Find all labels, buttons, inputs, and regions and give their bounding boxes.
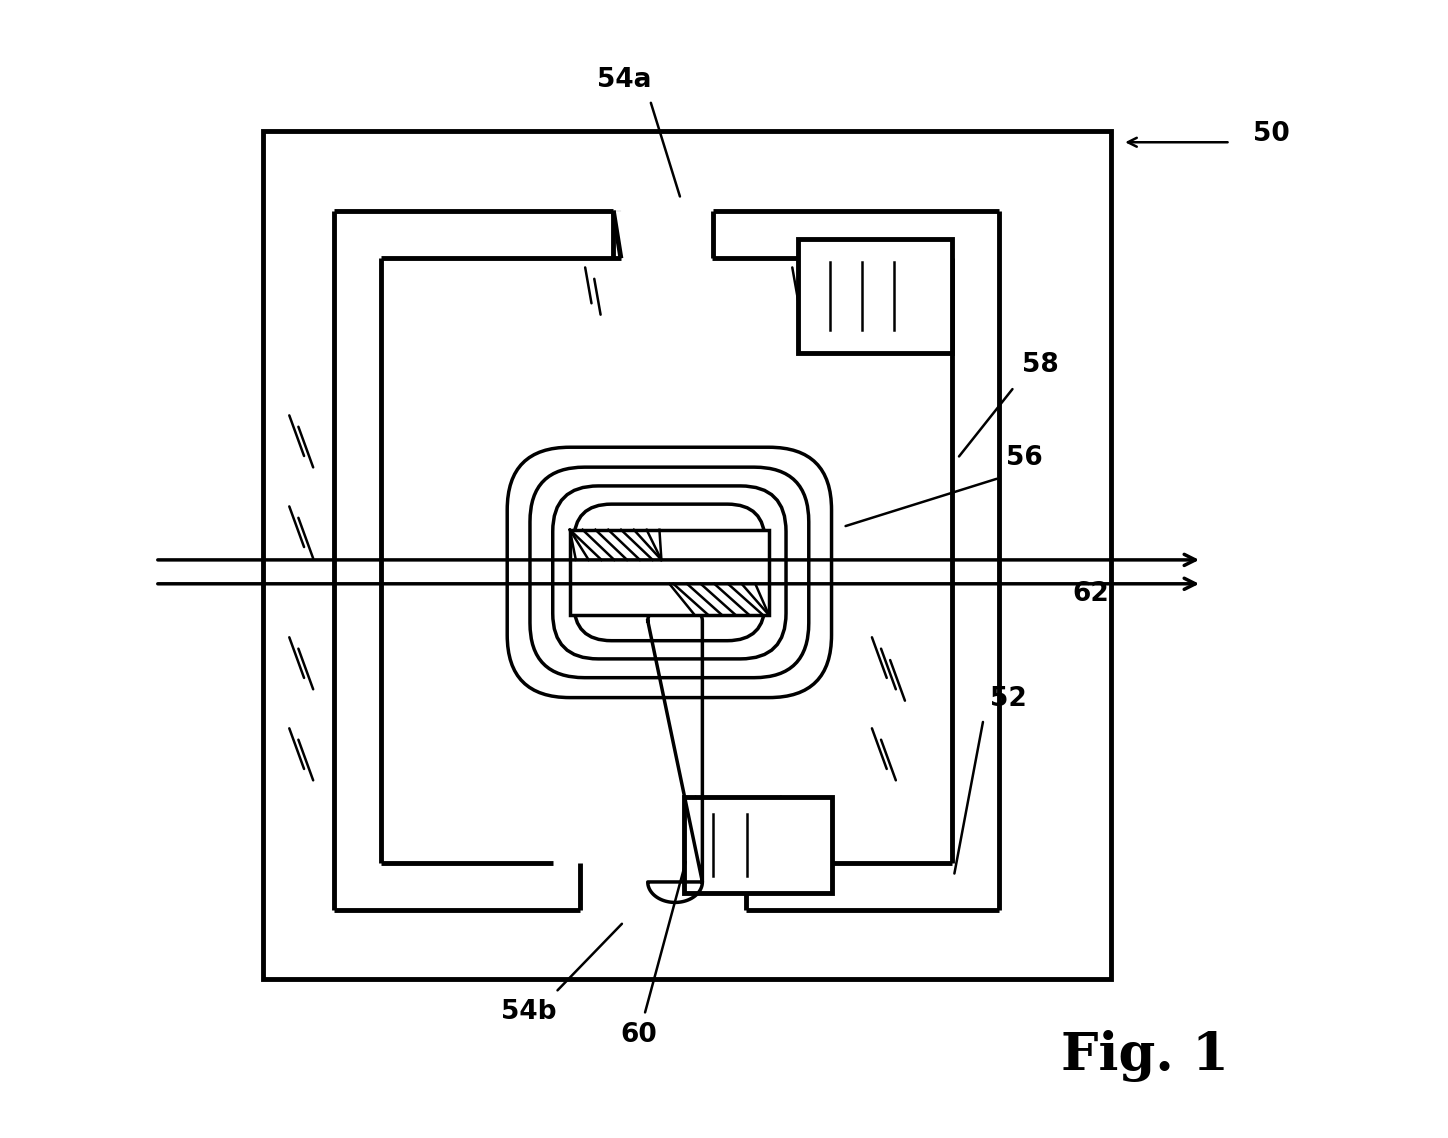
- Bar: [571, 530, 769, 615]
- Text: Fig. 1: Fig. 1: [1061, 1030, 1229, 1082]
- FancyBboxPatch shape: [530, 468, 809, 678]
- FancyBboxPatch shape: [573, 504, 765, 641]
- Text: 58: 58: [1022, 352, 1058, 378]
- Text: 52: 52: [990, 686, 1027, 712]
- Text: 60: 60: [620, 1022, 657, 1048]
- FancyBboxPatch shape: [507, 447, 831, 698]
- Bar: [798, 239, 951, 353]
- Text: 62: 62: [1072, 582, 1109, 607]
- Text: 56: 56: [1006, 445, 1043, 471]
- FancyBboxPatch shape: [553, 486, 786, 659]
- Bar: [571, 530, 659, 560]
- Bar: [683, 797, 833, 893]
- Bar: [264, 131, 1111, 979]
- Text: 54a: 54a: [597, 67, 652, 93]
- Text: 50: 50: [1253, 122, 1290, 147]
- Text: 54b: 54b: [501, 999, 556, 1025]
